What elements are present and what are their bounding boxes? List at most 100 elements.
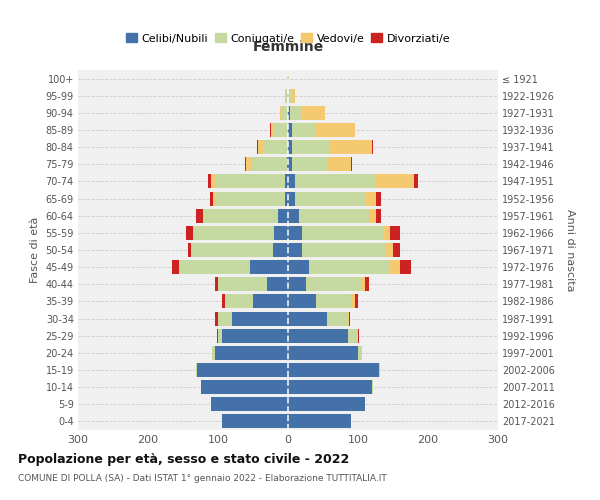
Bar — [355, 294, 358, 308]
Bar — [400, 260, 410, 274]
Bar — [274, 226, 288, 240]
Bar — [288, 72, 289, 86]
Bar — [365, 192, 376, 205]
Bar — [208, 174, 211, 188]
Bar — [290, 106, 301, 120]
Bar — [309, 260, 389, 274]
Bar — [295, 192, 365, 205]
Bar — [349, 312, 350, 326]
Bar — [292, 158, 326, 172]
Bar — [288, 192, 295, 205]
Bar — [365, 278, 368, 291]
Bar — [218, 278, 267, 291]
Bar — [288, 346, 358, 360]
Bar — [358, 328, 359, 342]
Bar — [225, 294, 253, 308]
Bar — [179, 260, 250, 274]
Bar — [197, 363, 288, 377]
Bar — [257, 140, 258, 154]
Bar — [288, 328, 347, 342]
Bar — [284, 174, 288, 188]
Bar — [368, 208, 376, 222]
Bar — [200, 380, 288, 394]
Bar — [347, 312, 349, 326]
Bar — [272, 243, 288, 257]
Bar — [288, 174, 295, 188]
Bar — [372, 140, 373, 154]
Bar — [280, 106, 283, 120]
Bar — [316, 294, 351, 308]
Bar — [213, 192, 215, 205]
Bar — [203, 208, 204, 222]
Bar — [361, 278, 365, 291]
Bar — [196, 363, 197, 377]
Bar — [288, 88, 292, 102]
Bar — [250, 260, 288, 274]
Bar — [186, 226, 193, 240]
Bar — [221, 294, 225, 308]
Bar — [215, 174, 284, 188]
Bar — [204, 208, 277, 222]
Bar — [389, 260, 400, 274]
Bar — [215, 312, 218, 326]
Bar — [287, 158, 288, 172]
Text: Popolazione per età, sesso e stato civile - 2022: Popolazione per età, sesso e stato civil… — [18, 452, 349, 466]
Bar — [288, 294, 316, 308]
Bar — [288, 226, 302, 240]
Bar — [302, 243, 386, 257]
Bar — [288, 398, 365, 411]
Bar — [283, 106, 288, 120]
Bar — [302, 226, 383, 240]
Bar — [218, 328, 221, 342]
Bar — [211, 174, 215, 188]
Bar — [267, 278, 288, 291]
Bar — [288, 140, 292, 154]
Bar — [326, 158, 351, 172]
Bar — [193, 226, 274, 240]
Bar — [263, 140, 288, 154]
Bar — [215, 346, 288, 360]
Bar — [246, 158, 251, 172]
Bar — [288, 260, 309, 274]
Bar — [292, 140, 330, 154]
Bar — [376, 208, 381, 222]
Bar — [292, 88, 295, 102]
Bar — [288, 208, 299, 222]
Bar — [253, 294, 288, 308]
Bar — [284, 192, 288, 205]
Bar — [191, 243, 192, 257]
Bar — [251, 158, 287, 172]
Bar — [258, 140, 263, 154]
Bar — [218, 312, 232, 326]
Bar — [288, 158, 292, 172]
Bar — [215, 192, 284, 205]
Bar — [221, 328, 288, 342]
Bar — [288, 414, 351, 428]
Text: Femmine: Femmine — [253, 40, 323, 54]
Bar — [292, 123, 316, 137]
Bar — [277, 208, 288, 222]
Bar — [316, 123, 355, 137]
Bar — [288, 363, 379, 377]
Bar — [351, 294, 355, 308]
Bar — [188, 243, 191, 257]
Bar — [299, 208, 368, 222]
Bar — [326, 312, 347, 326]
Bar — [386, 243, 393, 257]
Bar — [172, 260, 179, 274]
Bar — [270, 123, 271, 137]
Bar — [221, 414, 288, 428]
Bar — [286, 88, 288, 102]
Bar — [295, 174, 376, 188]
Bar — [274, 123, 288, 137]
Text: COMUNE DI POLLA (SA) - Dati ISTAT 1° gennaio 2022 - Elaborazione TUTTITALIA.IT: COMUNE DI POLLA (SA) - Dati ISTAT 1° gen… — [18, 474, 387, 483]
Bar — [209, 192, 213, 205]
Bar — [217, 328, 218, 342]
Bar — [288, 380, 372, 394]
Y-axis label: Fasce di età: Fasce di età — [30, 217, 40, 283]
Bar — [358, 346, 361, 360]
Bar — [288, 312, 326, 326]
Bar — [288, 278, 305, 291]
Bar — [383, 226, 389, 240]
Bar — [212, 346, 215, 360]
